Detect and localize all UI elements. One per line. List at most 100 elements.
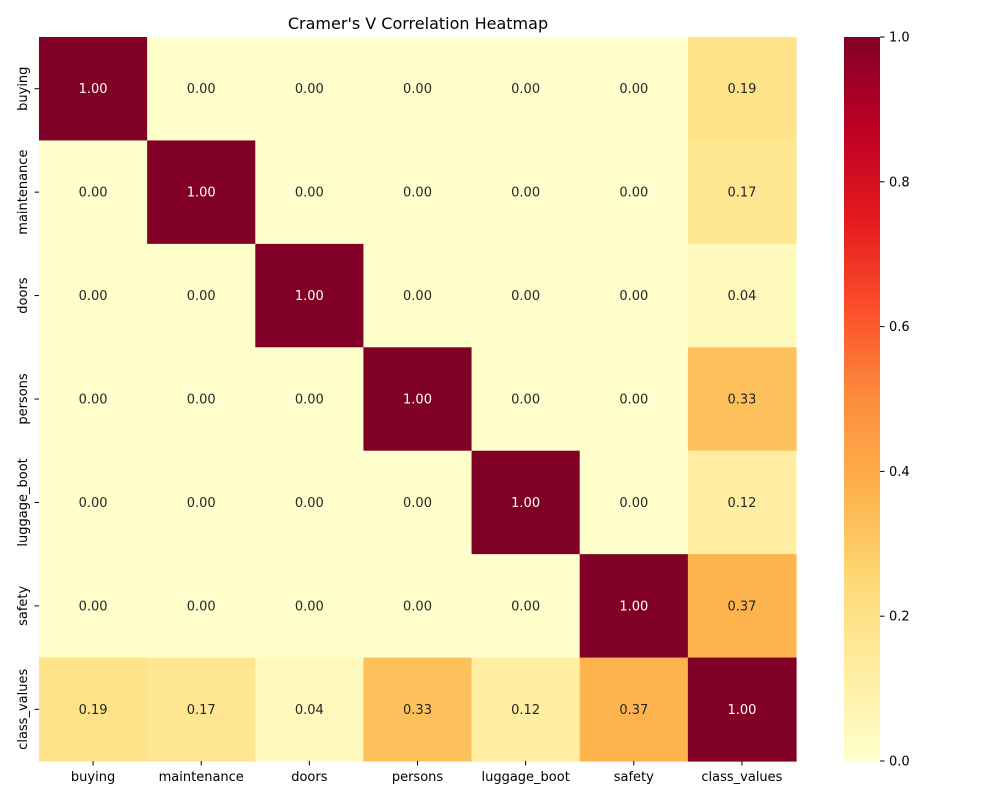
cell-annotations: 1.00 0.00 0.00 0.00 0.00 0.00 0.19 0.00 1.00 0.00… xyxy=(79,82,757,718)
heatmap-cell xyxy=(471,140,581,245)
cell-value-label: 0.37 xyxy=(727,599,756,614)
heatmap-cell xyxy=(147,140,256,245)
heatmap-cell xyxy=(363,347,473,452)
cell-value-label: 0.00 xyxy=(619,289,648,304)
heatmap-cell xyxy=(147,347,256,452)
heatmap-cell xyxy=(147,243,256,348)
cell-value-label: 0.00 xyxy=(187,289,216,304)
cell-value-label: 1.00 xyxy=(727,703,756,718)
heatmap-cell xyxy=(147,450,256,555)
heatmap-cell xyxy=(39,450,148,555)
cell-value-label: 0.00 xyxy=(619,82,648,97)
cell-value-label: 1.00 xyxy=(295,289,324,304)
cell-value-label: 0.00 xyxy=(403,289,432,304)
heatmap-cell xyxy=(579,37,689,142)
cell-value-label: 0.00 xyxy=(187,599,216,614)
cell-value-label: 0.00 xyxy=(511,186,540,201)
heatmap-cell xyxy=(687,657,797,762)
cell-value-label: 1.00 xyxy=(511,496,540,511)
x-tick-label: persons xyxy=(392,770,444,785)
heatmap-cell xyxy=(579,657,689,762)
cell-value-label: 0.00 xyxy=(187,82,216,97)
cell-value-label: 0.37 xyxy=(619,703,648,718)
cell-value-label: 0.00 xyxy=(295,186,324,201)
cell-value-label: 0.04 xyxy=(295,703,324,718)
heatmap-cell xyxy=(255,243,365,348)
cell-value-label: 0.00 xyxy=(79,599,108,614)
heatmap-cell xyxy=(579,140,689,245)
heatmap-cell xyxy=(363,243,473,348)
cell-value-label: 0.00 xyxy=(619,186,648,201)
y-tick-label: doors xyxy=(16,277,31,314)
cell-value-label: 0.00 xyxy=(403,82,432,97)
heatmap-cell xyxy=(363,657,473,762)
x-tick-label: doors xyxy=(291,770,328,785)
cell-value-label: 0.00 xyxy=(511,599,540,614)
cell-value-label: 0.00 xyxy=(619,393,648,408)
heatmap-cell xyxy=(471,657,581,762)
heatmap-cell xyxy=(471,243,581,348)
heatmap-cell xyxy=(471,554,581,659)
heatmap-cell xyxy=(255,450,365,555)
heatmap-cell xyxy=(147,657,256,762)
cell-value-label: 1.00 xyxy=(79,82,108,97)
x-tick-label: class_values xyxy=(701,770,782,785)
cell-value-label: 0.00 xyxy=(79,496,108,511)
heatmap-cell xyxy=(687,140,797,245)
heatmap-cell xyxy=(39,554,148,659)
cell-value-label: 0.33 xyxy=(727,393,756,408)
cell-value-label: 0.00 xyxy=(295,599,324,614)
cell-value-label: 0.17 xyxy=(727,186,756,201)
heatmap-cell xyxy=(255,347,365,452)
cell-value-label: 0.00 xyxy=(295,393,324,408)
heatmap-cell xyxy=(255,657,365,762)
heatmap-cell xyxy=(39,37,148,142)
colorbar-tick-label: 1.0 xyxy=(889,31,910,46)
heatmap-cell xyxy=(687,450,797,555)
heatmap-cell xyxy=(39,657,148,762)
y-tick-label: safety xyxy=(16,586,31,626)
cell-value-label: 0.00 xyxy=(403,599,432,614)
y-tick-label: class_values xyxy=(16,669,31,750)
colorbar-tick-label: 0.4 xyxy=(889,465,910,480)
heatmap-cell xyxy=(255,37,365,142)
y-tick-label: persons xyxy=(16,373,31,425)
y-tick-label: luggage_boot xyxy=(16,458,31,546)
cell-value-label: 0.00 xyxy=(403,496,432,511)
colorbar-tick-label: 0.0 xyxy=(889,755,910,770)
heatmap-cell xyxy=(579,450,689,555)
cell-value-label: 1.00 xyxy=(619,599,648,614)
cell-value-label: 0.00 xyxy=(403,186,432,201)
cell-value-label: 0.00 xyxy=(187,496,216,511)
cell-value-label: 0.17 xyxy=(187,703,216,718)
x-tick-label: maintenance xyxy=(159,770,244,785)
heatmap-cell xyxy=(39,347,148,452)
heatmap-cell xyxy=(363,140,473,245)
cell-value-label: 0.00 xyxy=(511,393,540,408)
colorbar-tick-label: 0.8 xyxy=(889,175,910,190)
heatmap-cell xyxy=(255,554,365,659)
y-tick-label: maintenance xyxy=(16,150,31,235)
cell-value-label: 0.19 xyxy=(727,82,756,97)
colorbar-gradient xyxy=(844,37,880,761)
cell-value-label: 0.04 xyxy=(727,289,756,304)
heatmap-cells xyxy=(39,37,797,762)
cell-value-label: 0.00 xyxy=(79,186,108,201)
heatmap-cell xyxy=(687,347,797,452)
cell-value-label: 0.12 xyxy=(511,703,540,718)
heatmap-cell xyxy=(255,140,365,245)
heatmap-cell xyxy=(471,450,581,555)
cell-value-label: 0.12 xyxy=(727,496,756,511)
heatmap-cell xyxy=(147,37,256,142)
heatmap-cell xyxy=(687,554,797,659)
heatmap-cell xyxy=(471,347,581,452)
heatmap-cell xyxy=(471,37,581,142)
cell-value-label: 0.00 xyxy=(187,393,216,408)
heatmap-cell xyxy=(363,450,473,555)
heatmap-cell xyxy=(363,554,473,659)
cell-value-label: 0.00 xyxy=(295,82,324,97)
heatmap-cell xyxy=(579,554,689,659)
heatmap-cell xyxy=(687,37,797,142)
